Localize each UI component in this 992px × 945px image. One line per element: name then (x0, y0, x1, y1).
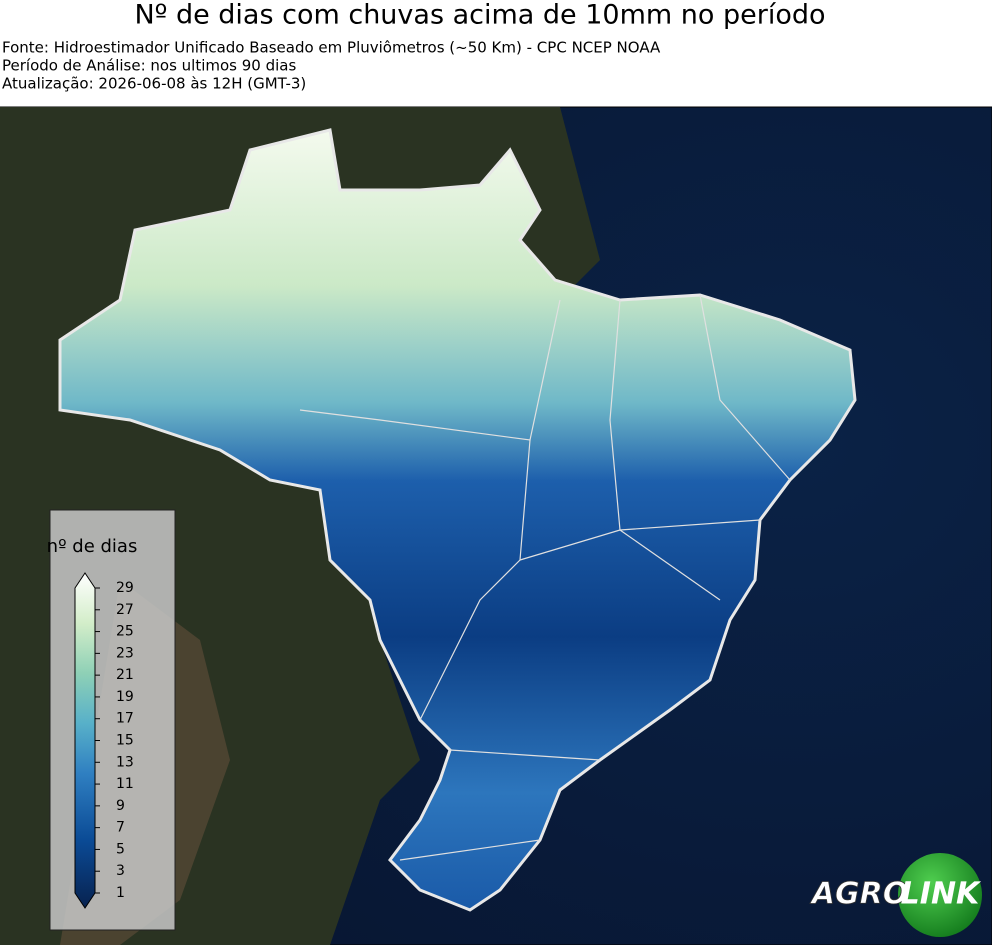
tick-label: 29 (116, 580, 134, 596)
brazil (58, 128, 857, 912)
logo-right: LINK (901, 877, 982, 912)
colorbar (74, 572, 96, 909)
legend-box (49, 509, 176, 931)
tick-label: 19 (116, 689, 134, 705)
tick-label: 3 (116, 863, 125, 879)
tick-label: 27 (116, 602, 134, 618)
tick-label: 1 (116, 885, 125, 901)
logo-ball (898, 853, 982, 937)
logo-left: AGRO (810, 877, 908, 912)
title: Nº de dias com chuvas acima de 10mm no p… (134, 0, 825, 31)
tick-label: 15 (116, 733, 134, 749)
logo: AGRO LINK (809, 853, 982, 937)
tick-label: 7 (116, 820, 125, 836)
info-line: Período de Análise: nos ultimos 90 dias (2, 57, 296, 75)
tick-label: 17 (116, 711, 134, 727)
tick-label: 11 (116, 776, 134, 792)
legend-title: nº de dias (47, 536, 138, 557)
tick-label: 5 (116, 841, 125, 857)
tick-label: 21 (116, 667, 134, 683)
tick-label: 9 (116, 798, 125, 814)
tick-label: 13 (116, 754, 134, 770)
tick-label: 23 (116, 645, 134, 661)
legend: nº de dias 29 27 25 23 21 19 17 15 13 11 9 7 5 3 1 (47, 509, 176, 931)
info-line: Fonte: Hidroestimador Unificado Baseado … (2, 39, 661, 57)
state-borders (299, 294, 791, 861)
info-line: Atualização: 2026-06-08 às 12H (GMT-3) (2, 75, 306, 93)
tick-label: 25 (116, 624, 134, 640)
